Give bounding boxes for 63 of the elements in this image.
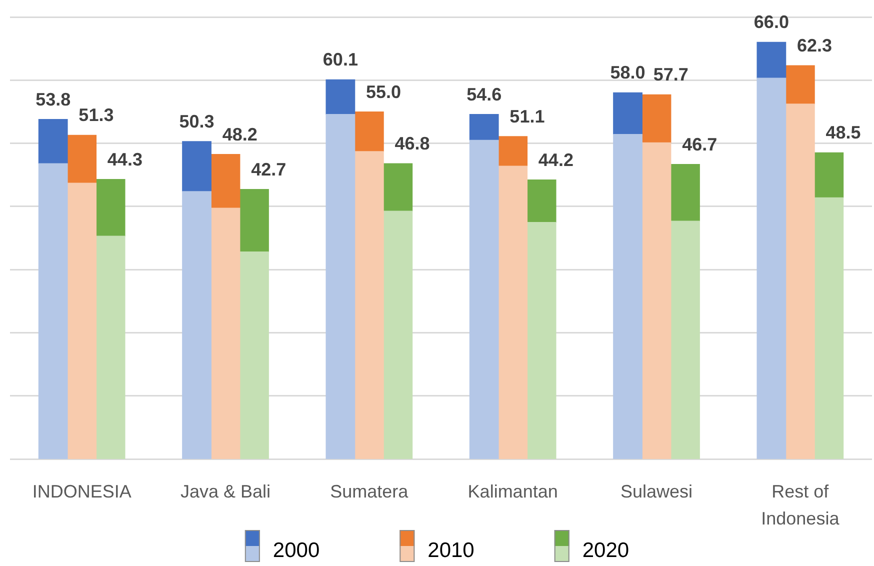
bar bbox=[383, 210, 413, 459]
bar bbox=[642, 94, 672, 144]
bar bbox=[354, 112, 384, 152]
legend-label: 2020 bbox=[582, 538, 630, 562]
annotation: 51.1 bbox=[510, 106, 545, 126]
bar bbox=[210, 208, 240, 459]
bar bbox=[38, 163, 68, 459]
bar bbox=[785, 65, 815, 104]
bar bbox=[756, 78, 786, 459]
annotation: 48.5 bbox=[826, 122, 861, 143]
legend-label: 2010 bbox=[428, 538, 474, 562]
annotation: 42.7 bbox=[251, 159, 286, 180]
bar bbox=[814, 152, 844, 198]
bar bbox=[670, 164, 700, 222]
annotation: 57.7 bbox=[653, 64, 688, 85]
annotation: 55.0 bbox=[366, 82, 402, 102]
annotation: 46.7 bbox=[682, 134, 718, 154]
x-tick-label: INDONESIA bbox=[32, 481, 132, 502]
x-tick-label: Rest of Indonesia bbox=[761, 481, 840, 528]
bar bbox=[67, 182, 97, 459]
bar bbox=[96, 236, 126, 459]
x-tick-label: Sumatera bbox=[330, 481, 410, 502]
annotation: 58.0 bbox=[610, 62, 646, 83]
annotation: 60.1 bbox=[322, 50, 358, 70]
bar bbox=[326, 79, 356, 115]
bar bbox=[526, 222, 556, 459]
annotation: 54.6 bbox=[466, 84, 502, 104]
annotation: 53.8 bbox=[36, 89, 71, 110]
x-tick-label: Java & Bali bbox=[180, 481, 271, 502]
bar bbox=[613, 92, 642, 135]
bar bbox=[38, 119, 68, 164]
bar bbox=[814, 197, 844, 459]
annotation: 48.2 bbox=[222, 124, 258, 144]
bar bbox=[498, 136, 528, 166]
annotation: 44.3 bbox=[107, 149, 142, 170]
bar bbox=[326, 114, 356, 459]
bar bbox=[613, 134, 642, 459]
bar bbox=[240, 252, 269, 459]
bar bbox=[670, 220, 700, 459]
bar bbox=[785, 104, 815, 459]
bar bbox=[498, 166, 528, 459]
bar bbox=[210, 154, 240, 208]
bar bbox=[383, 163, 413, 212]
bar bbox=[67, 134, 97, 184]
bar bbox=[354, 151, 384, 459]
annotation: 62.3 bbox=[797, 36, 832, 56]
bar bbox=[642, 142, 672, 459]
bar bbox=[182, 141, 212, 192]
x-tick-label: Sulawesi bbox=[620, 481, 693, 502]
bar bbox=[240, 189, 269, 252]
annotation: 44.2 bbox=[538, 150, 574, 170]
annotation: 66.0 bbox=[754, 12, 789, 32]
bar bbox=[96, 179, 126, 236]
legend-label: 2000 bbox=[272, 538, 320, 562]
bar bbox=[469, 140, 499, 459]
bar bbox=[469, 114, 499, 141]
bar bbox=[526, 179, 556, 223]
annotation: 46.8 bbox=[394, 134, 430, 154]
annotation: 51.3 bbox=[78, 105, 114, 126]
x-tick-label: Kalimantan bbox=[468, 481, 558, 502]
annotation: 50.3 bbox=[179, 111, 214, 132]
bar bbox=[182, 191, 212, 459]
bar bbox=[756, 42, 786, 78]
